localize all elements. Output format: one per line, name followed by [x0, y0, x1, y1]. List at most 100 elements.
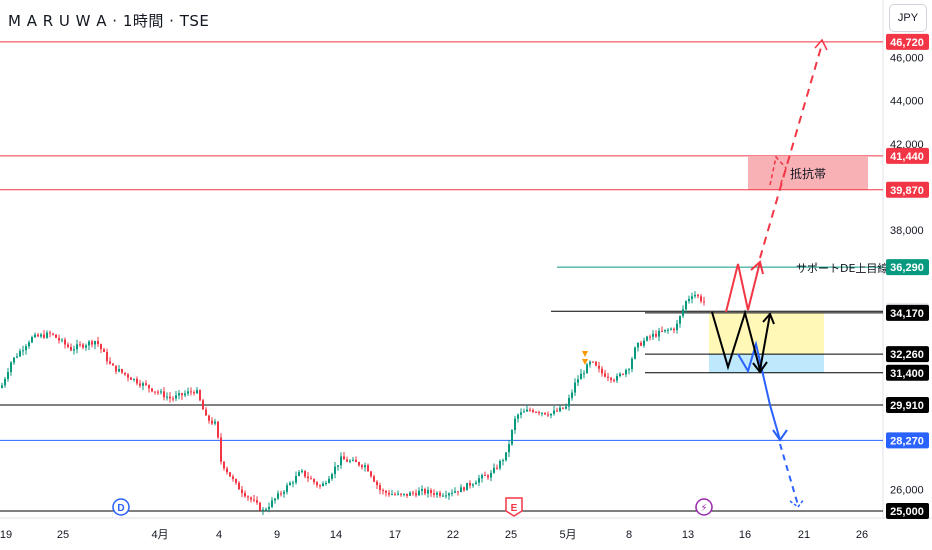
w-pattern-arrowhead-down — [752, 361, 768, 374]
candle-body — [298, 472, 300, 476]
candle-body — [613, 379, 615, 381]
candle-body — [283, 491, 285, 494]
candle-body — [343, 456, 345, 460]
price-level-tag — [886, 432, 929, 449]
candle-body — [574, 382, 576, 393]
candle-body — [478, 478, 480, 483]
candle-body — [658, 330, 660, 337]
candle-body — [598, 365, 600, 369]
candle-body — [259, 502, 261, 511]
price-axis-label: 26,000 — [890, 484, 924, 496]
candle-body — [526, 409, 528, 412]
candle-body — [142, 383, 144, 386]
candle-body — [352, 459, 354, 461]
candle-body — [265, 509, 267, 511]
candle-body — [502, 460, 504, 462]
candle-body — [520, 412, 522, 415]
price-axis-label: 38,000 — [890, 225, 924, 237]
candle-body — [196, 390, 198, 394]
candle-body — [115, 365, 117, 372]
candle-body — [91, 341, 93, 345]
candle-body — [361, 465, 363, 468]
candle-body — [229, 472, 231, 477]
price-level-tag — [886, 364, 929, 381]
candle-body — [484, 474, 486, 476]
candle-body — [469, 482, 471, 486]
candle-body — [487, 475, 489, 478]
candle-body — [388, 492, 390, 495]
candle-body — [7, 372, 9, 379]
candle-body — [421, 489, 423, 491]
candle-body — [190, 391, 192, 393]
candle-body — [349, 460, 351, 462]
price-level-tag-label: 34,170 — [890, 308, 924, 320]
w-pattern-upleg — [759, 313, 771, 371]
candle-body — [415, 493, 417, 496]
candle-body — [652, 333, 654, 337]
candle-body — [691, 296, 693, 299]
candle-body — [433, 493, 435, 495]
candle-body — [367, 465, 369, 472]
candle-body — [85, 345, 87, 348]
candle-body — [214, 421, 216, 424]
candle-body — [490, 472, 492, 478]
bullish-zone-breakout — [769, 155, 787, 187]
candle-body — [271, 500, 273, 507]
signal-marker-icon — [582, 351, 588, 357]
candle-body — [379, 485, 381, 491]
price-axis-label: 46,000 — [890, 52, 924, 64]
candle-body — [151, 388, 153, 392]
candle-body — [94, 341, 96, 345]
candle-body — [475, 482, 477, 485]
candle-body — [532, 410, 534, 412]
candle-body — [340, 456, 342, 466]
price-level-tag — [886, 181, 929, 198]
resistance-zone — [748, 156, 868, 190]
candle-body — [472, 484, 474, 486]
candle-body — [205, 409, 207, 416]
candle-body — [685, 301, 687, 310]
candle-body — [4, 378, 6, 386]
candle-body — [100, 344, 102, 350]
candle-body — [550, 413, 552, 416]
candle-body — [499, 460, 501, 469]
w-pattern-arrowhead — [762, 312, 775, 325]
candle-body — [451, 492, 453, 494]
price-level-tag-label: 28,270 — [890, 435, 924, 447]
candle-body — [646, 336, 648, 341]
candle-body — [697, 295, 699, 297]
candles — [1, 291, 705, 516]
candle-body — [157, 391, 159, 393]
candle-body — [127, 374, 129, 378]
candle-body — [28, 342, 30, 347]
time-axis-label: 14 — [330, 529, 342, 541]
currency-button[interactable]: JPY — [889, 4, 927, 32]
candle-body — [187, 391, 189, 394]
candle-body — [337, 465, 339, 467]
candle-body — [631, 358, 633, 370]
bullish-path — [725, 261, 761, 313]
candle-body — [589, 361, 591, 365]
candle-body — [313, 479, 315, 483]
candle-body — [703, 301, 705, 303]
candle-body — [505, 452, 507, 461]
candle-body — [226, 468, 228, 473]
candle-body — [397, 493, 399, 495]
candle-body — [673, 328, 675, 331]
candle-body — [577, 379, 579, 383]
price-level-tag-label: 36,290 — [890, 262, 924, 274]
candle-body — [496, 467, 498, 469]
candle-body — [661, 330, 663, 332]
candle-body — [199, 390, 201, 401]
candle-body — [202, 400, 204, 410]
candle-body — [637, 342, 639, 348]
candle-body — [253, 499, 255, 501]
candle-body — [664, 329, 666, 332]
candle-body — [193, 392, 195, 394]
candle-body — [595, 361, 597, 366]
candle-body — [97, 341, 99, 345]
candle-body — [682, 309, 684, 316]
candle-body — [607, 376, 609, 378]
candle-body — [565, 406, 567, 409]
